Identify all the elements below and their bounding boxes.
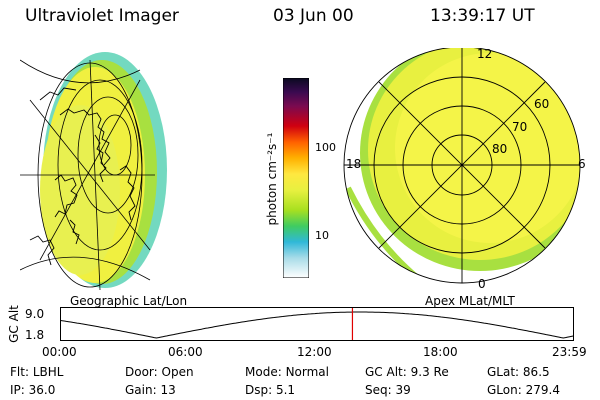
mlat-label-60: 60 bbox=[534, 97, 550, 111]
info-gc-alt: GC Alt: 9.3 Re bbox=[365, 365, 449, 379]
info-mode: Mode: Normal bbox=[245, 365, 329, 379]
timeline-y-label: GC Alt bbox=[7, 305, 21, 343]
timeline-x-tick-2: 12:00 bbox=[297, 345, 332, 359]
mlat-label-80: 80 bbox=[492, 142, 508, 156]
geographic-caption: Geographic Lat/Lon bbox=[70, 294, 188, 308]
timeline-plot bbox=[60, 307, 574, 341]
colorbar-tick-10: 10 bbox=[315, 229, 329, 242]
mlat-label-70: 70 bbox=[512, 120, 528, 134]
apex-caption: Apex MLat/MLT bbox=[425, 294, 515, 308]
info-glat: GLat: 86.5 bbox=[487, 365, 550, 379]
instrument-title: Ultraviolet Imager bbox=[25, 6, 179, 26]
mlt-label-18: 18 bbox=[346, 157, 362, 171]
mlt-label-6: 6 bbox=[578, 157, 586, 171]
mlt-label-12: 12 bbox=[477, 47, 493, 61]
info-dsp: Dsp: 5.1 bbox=[245, 383, 296, 397]
mlt-label-0: 0 bbox=[478, 277, 486, 291]
info-flt: Flt: LBHL bbox=[10, 365, 64, 379]
timeline-y-tick-min: 1.8 bbox=[25, 328, 45, 342]
apex-polar-image bbox=[343, 48, 581, 284]
timeline-x-tick-3: 18:00 bbox=[423, 345, 458, 359]
info-seq: Seq: 39 bbox=[365, 383, 411, 397]
timeline-x-tick-4: 23:59 bbox=[552, 345, 587, 359]
info-glon: GLon: 279.4 bbox=[487, 383, 560, 397]
timeline-x-tick-1: 06:00 bbox=[168, 345, 203, 359]
info-gain: Gain: 13 bbox=[125, 383, 176, 397]
colorbar-unit-label: photon cm⁻²s⁻¹ bbox=[265, 132, 279, 226]
info-door: Door: Open bbox=[125, 365, 194, 379]
date-label: 03 Jun 00 bbox=[273, 6, 354, 26]
timeline-y-tick-max: 9.0 bbox=[25, 307, 45, 321]
info-ip: IP: 36.0 bbox=[10, 383, 56, 397]
geographic-image bbox=[20, 52, 167, 290]
timeline-x-tick-0: 00:00 bbox=[42, 345, 77, 359]
time-label: 13:39:17 UT bbox=[430, 6, 535, 26]
colorbar bbox=[283, 78, 309, 278]
colorbar-tick-100: 100 bbox=[315, 141, 336, 154]
